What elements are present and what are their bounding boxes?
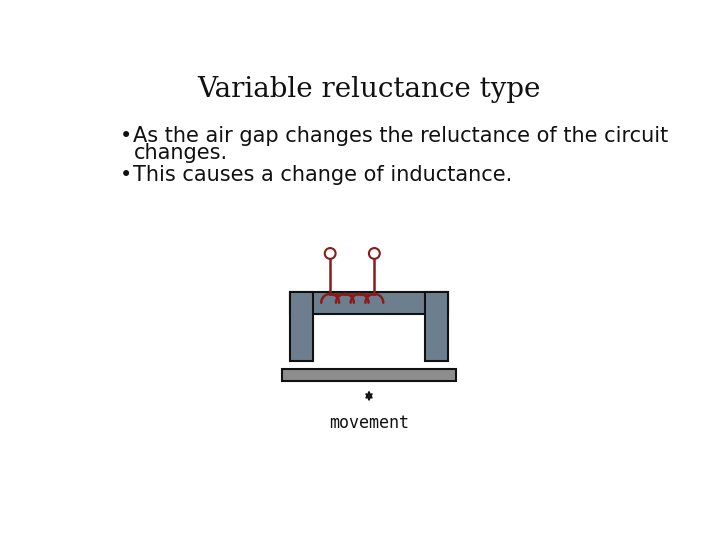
Text: •: • xyxy=(120,165,132,185)
Bar xyxy=(425,292,448,361)
Text: As the air gap changes the reluctance of the circuit: As the air gap changes the reluctance of… xyxy=(133,126,669,146)
Text: •: • xyxy=(120,126,132,146)
Bar xyxy=(290,292,313,361)
Text: Variable reluctance type: Variable reluctance type xyxy=(197,76,541,103)
Circle shape xyxy=(369,248,379,259)
Bar xyxy=(282,369,456,381)
Text: changes.: changes. xyxy=(133,143,228,163)
Bar xyxy=(290,292,448,314)
Text: movement: movement xyxy=(329,414,409,431)
Circle shape xyxy=(325,248,336,259)
Text: This causes a change of inductance.: This causes a change of inductance. xyxy=(133,165,513,185)
